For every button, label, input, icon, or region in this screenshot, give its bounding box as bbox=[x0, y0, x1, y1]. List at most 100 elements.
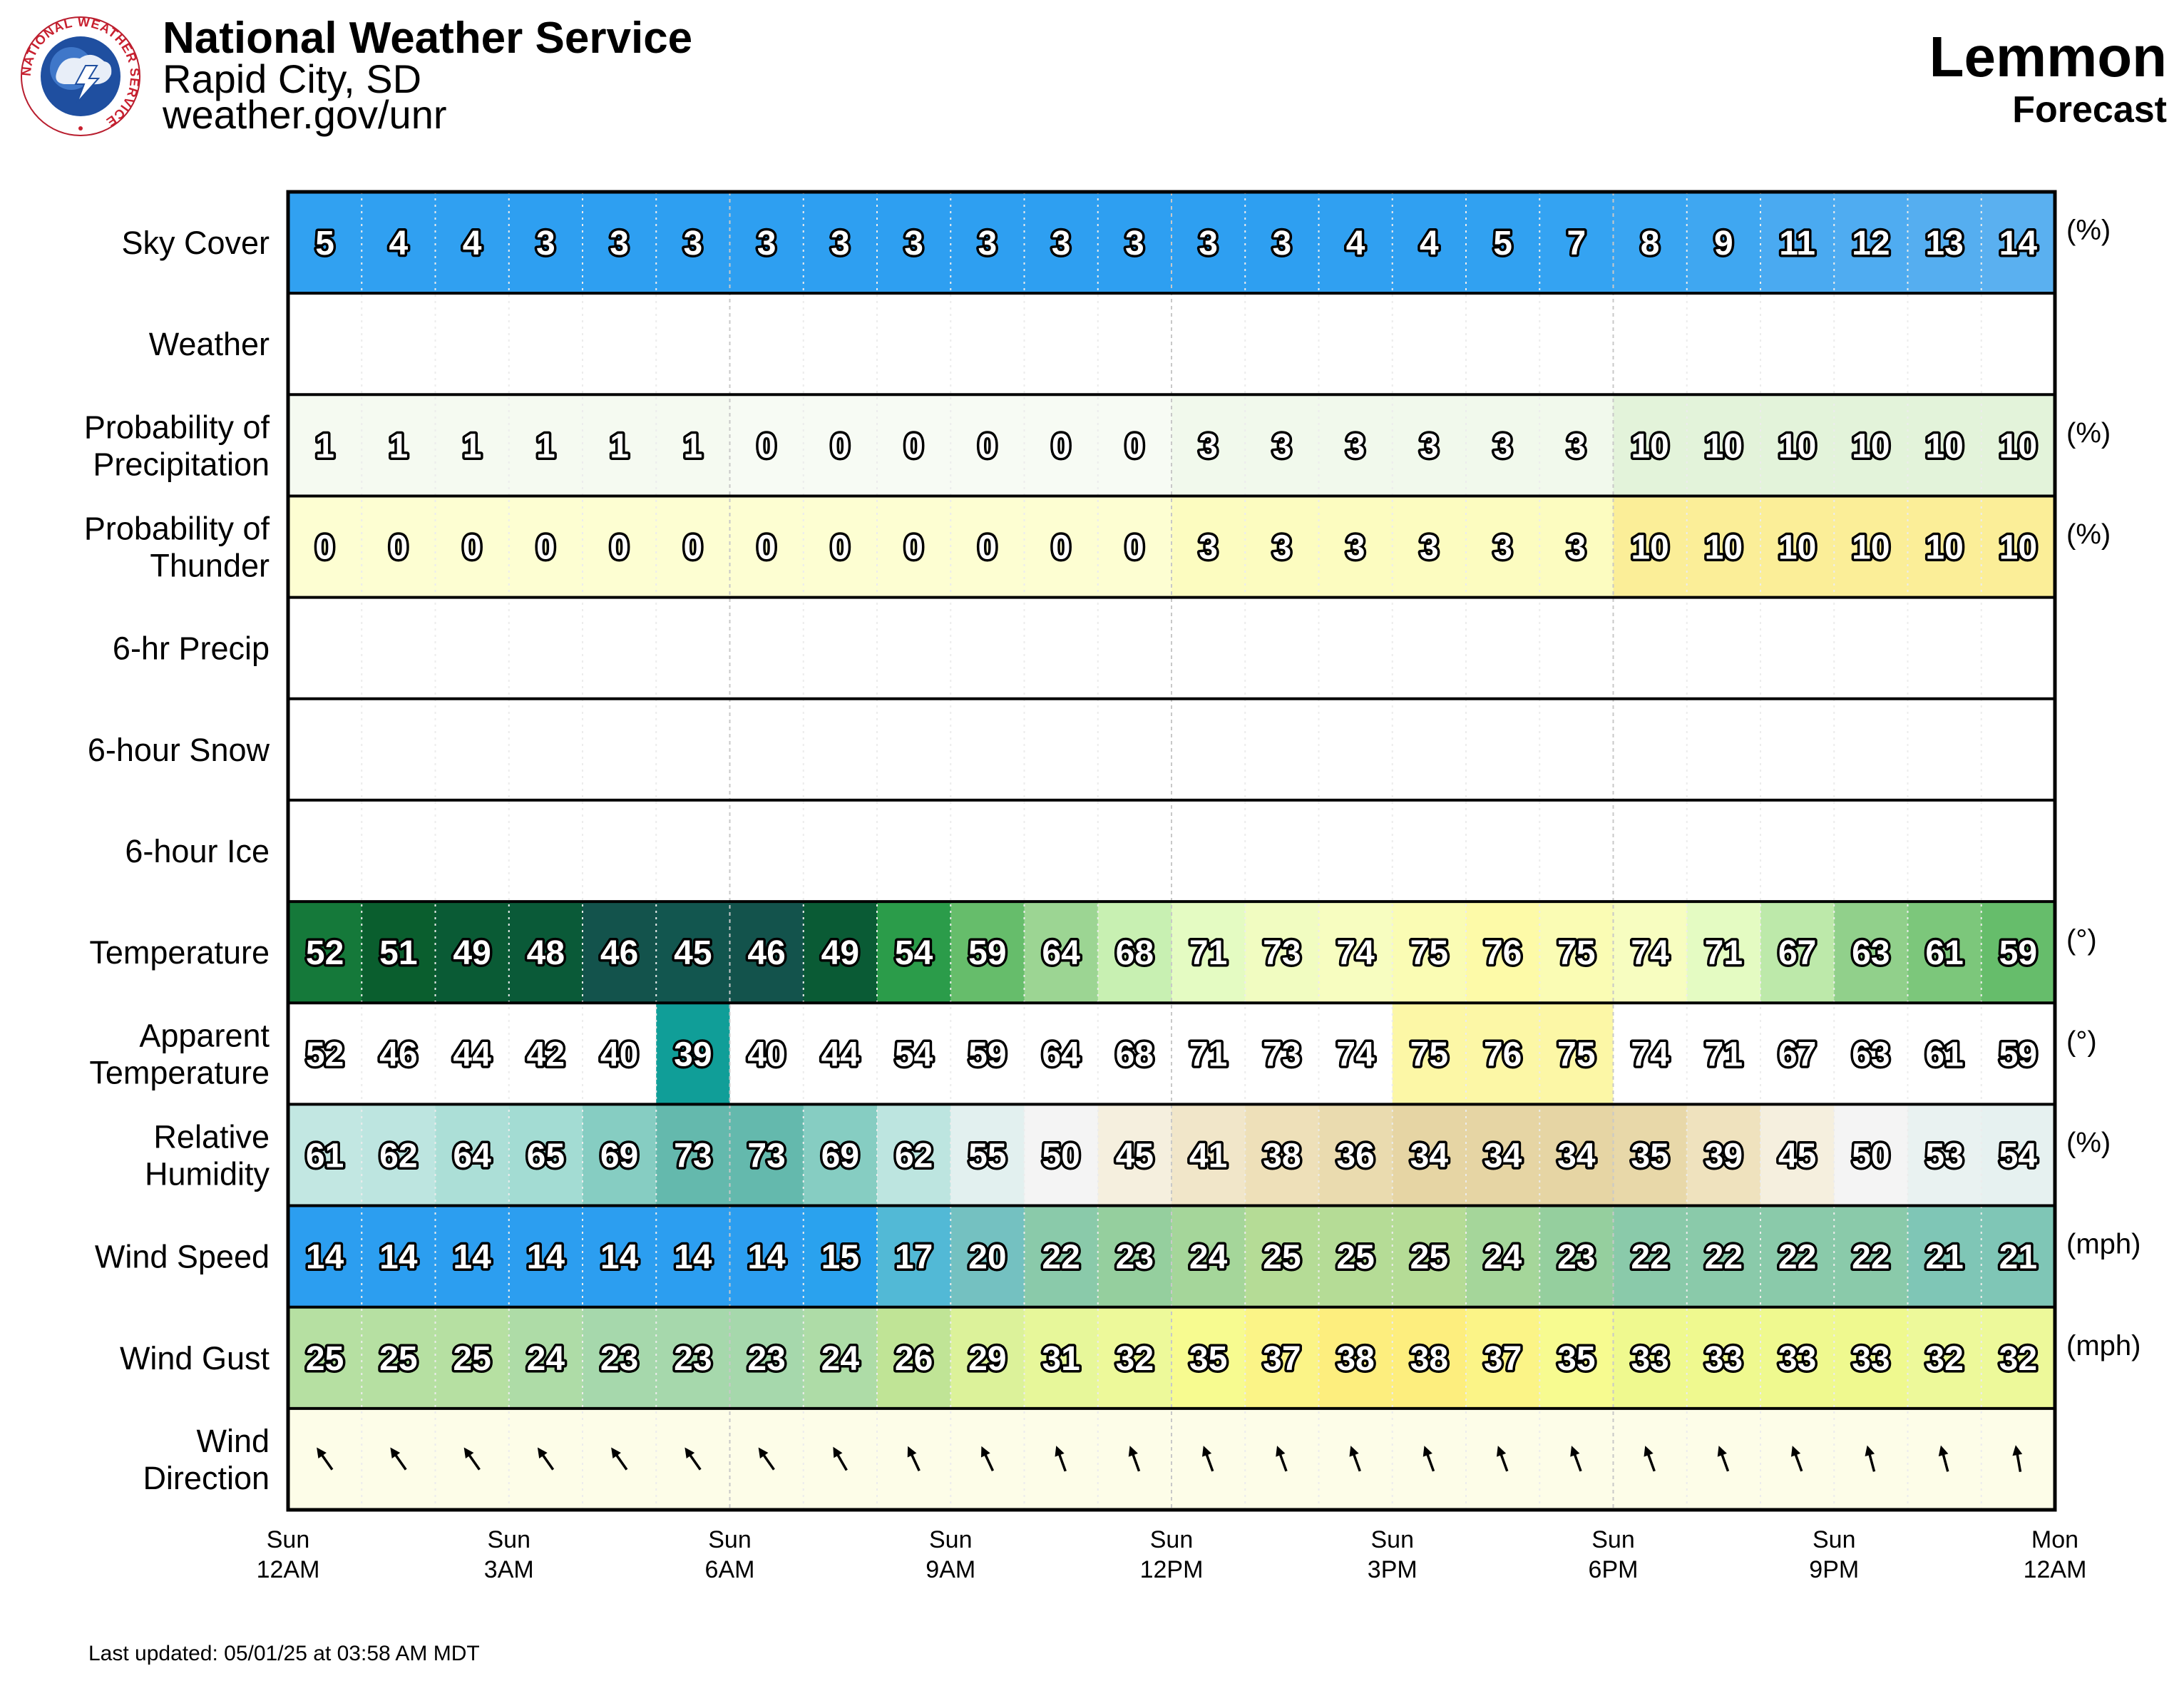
value-probability-of-thunder-7: 0 bbox=[831, 529, 850, 567]
cell-probability-of-precipitation-4 bbox=[583, 394, 657, 496]
cell-temperature-2 bbox=[435, 901, 510, 1003]
cell-6-hr-precip-23 bbox=[1981, 597, 2056, 699]
value-probability-of-precipitation-11: 0 bbox=[1125, 427, 1144, 465]
value-relative-humidity-23: 54 bbox=[1999, 1137, 2038, 1175]
value-temperature-6: 46 bbox=[747, 934, 785, 972]
cell-temperature-6 bbox=[729, 901, 804, 1003]
cell-probability-of-precipitation-1 bbox=[362, 394, 436, 496]
value-probability-of-precipitation-7: 0 bbox=[831, 427, 850, 465]
cell-relative-humidity-1 bbox=[362, 1104, 436, 1206]
value-wind-speed-11: 23 bbox=[1116, 1239, 1154, 1277]
cell-wind-speed-2 bbox=[435, 1205, 510, 1307]
value-probability-of-thunder-10: 0 bbox=[1052, 529, 1071, 567]
cell-6-hour-ice-5 bbox=[656, 799, 731, 902]
cell-wind-gust-18 bbox=[1613, 1307, 1688, 1409]
cell-temperature-0 bbox=[288, 901, 362, 1003]
cell-probability-of-thunder-17 bbox=[1539, 496, 1614, 598]
value-wind-speed-10: 22 bbox=[1042, 1239, 1080, 1277]
cell-temperature-23 bbox=[1981, 901, 2056, 1003]
cell-6-hr-precip-14 bbox=[1318, 597, 1393, 699]
cell-probability-of-precipitation-19 bbox=[1686, 394, 1761, 496]
value-probability-of-thunder-6: 0 bbox=[757, 529, 776, 567]
cell-6-hr-precip-0 bbox=[288, 597, 362, 699]
cell-probability-of-thunder-14 bbox=[1318, 496, 1393, 598]
cell-temperature-8 bbox=[877, 901, 951, 1003]
cell-6-hour-ice-2 bbox=[435, 799, 510, 902]
cell-6-hr-precip-10 bbox=[1024, 597, 1099, 699]
value-probability-of-thunder-8: 0 bbox=[904, 529, 923, 567]
row-unit-probability-of-thunder: (%) bbox=[2066, 519, 2111, 551]
value-relative-humidity-1: 62 bbox=[379, 1137, 417, 1175]
cell-weather-19 bbox=[1686, 293, 1761, 395]
wind-direction-arrow-icon bbox=[1055, 1446, 1067, 1472]
value-wind-speed-4: 14 bbox=[600, 1239, 639, 1277]
value-apparent-temperature-16: 76 bbox=[1484, 1036, 1522, 1073]
value-sky-cover-22: 13 bbox=[1925, 225, 1963, 262]
value-relative-humidity-0: 61 bbox=[306, 1137, 344, 1175]
wind-direction-arrow-icon bbox=[390, 1447, 407, 1471]
cell-temperature-5 bbox=[656, 901, 731, 1003]
wind-direction-arrow-icon bbox=[1349, 1446, 1361, 1472]
value-wind-speed-19: 22 bbox=[1705, 1239, 1743, 1277]
cell-wind-speed-14 bbox=[1318, 1205, 1393, 1307]
cell-temperature-21 bbox=[1834, 901, 1909, 1003]
value-apparent-temperature-11: 68 bbox=[1116, 1036, 1154, 1073]
cell-probability-of-thunder-3 bbox=[508, 496, 583, 598]
row-unit-wind-gust: (mph) bbox=[2066, 1330, 2141, 1361]
cell-weather-5 bbox=[656, 293, 731, 395]
cell-apparent-temperature-20 bbox=[1760, 1003, 1835, 1105]
row-unit-probability-of-precipitation: (%) bbox=[2066, 417, 2111, 449]
value-wind-gust-8: 26 bbox=[895, 1340, 933, 1378]
value-temperature-13: 73 bbox=[1263, 934, 1301, 972]
cell-weather-1 bbox=[362, 293, 436, 395]
cell-apparent-temperature-8 bbox=[877, 1003, 951, 1105]
value-apparent-temperature-19: 71 bbox=[1705, 1036, 1743, 1073]
cell-sky-cover-12 bbox=[1172, 192, 1246, 294]
cell-weather-17 bbox=[1539, 293, 1614, 395]
value-temperature-18: 74 bbox=[1631, 934, 1669, 972]
value-temperature-23: 59 bbox=[1999, 934, 2037, 972]
cell-wind-gust-1 bbox=[362, 1307, 436, 1409]
value-wind-speed-12: 24 bbox=[1189, 1239, 1228, 1277]
cell-6-hr-precip-5 bbox=[656, 597, 731, 699]
value-temperature-1: 51 bbox=[379, 934, 417, 972]
cell-wind-speed-0 bbox=[288, 1205, 362, 1307]
cell-sky-cover-14 bbox=[1318, 192, 1393, 294]
cell-temperature-20 bbox=[1760, 901, 1835, 1003]
row-label-6-hr-precip: 6-hr Precip bbox=[113, 630, 270, 667]
cell-probability-of-thunder-23 bbox=[1981, 496, 2056, 598]
value-wind-gust-9: 29 bbox=[968, 1340, 1006, 1378]
cell-weather-21 bbox=[1834, 293, 1909, 395]
value-apparent-temperature-7: 44 bbox=[821, 1036, 860, 1073]
cell-wind-gust-20 bbox=[1760, 1307, 1835, 1409]
value-wind-gust-5: 23 bbox=[674, 1340, 712, 1378]
last-updated: Last updated: 05/01/25 at 03:58 AM MDT bbox=[88, 1642, 480, 1665]
cell-probability-of-thunder-1 bbox=[362, 496, 436, 598]
value-sky-cover-4: 3 bbox=[610, 225, 629, 262]
value-wind-gust-14: 38 bbox=[1336, 1340, 1374, 1378]
cell-temperature-9 bbox=[950, 901, 1025, 1003]
value-apparent-temperature-15: 75 bbox=[1410, 1036, 1448, 1073]
value-relative-humidity-15: 34 bbox=[1410, 1137, 1449, 1175]
cell-relative-humidity-17 bbox=[1539, 1104, 1614, 1206]
value-wind-speed-2: 14 bbox=[453, 1239, 491, 1277]
cell-wind-speed-12 bbox=[1172, 1205, 1246, 1307]
cell-6-hr-precip-15 bbox=[1392, 597, 1467, 699]
cell-relative-humidity-22 bbox=[1907, 1104, 1982, 1206]
cell-wind-speed-9 bbox=[950, 1205, 1025, 1307]
value-relative-humidity-16: 34 bbox=[1484, 1137, 1522, 1175]
wind-direction-arrow-icon bbox=[1422, 1446, 1435, 1472]
cell-wind-speed-15 bbox=[1392, 1205, 1467, 1307]
cell-apparent-temperature-22 bbox=[1907, 1003, 1982, 1105]
value-relative-humidity-22: 53 bbox=[1925, 1137, 1963, 1175]
value-temperature-11: 68 bbox=[1116, 934, 1154, 972]
cell-wind-speed-18 bbox=[1613, 1205, 1688, 1307]
time-label-day-0: Sun bbox=[267, 1526, 310, 1553]
row-label-weather: Weather bbox=[149, 326, 270, 362]
cell-relative-humidity-21 bbox=[1834, 1104, 1909, 1206]
cell-wind-gust-21 bbox=[1834, 1307, 1909, 1409]
value-sky-cover-18: 8 bbox=[1641, 225, 1660, 262]
value-probability-of-thunder-3: 0 bbox=[536, 529, 555, 567]
cell-sky-cover-6 bbox=[729, 192, 804, 294]
value-probability-of-thunder-4: 0 bbox=[610, 529, 629, 567]
